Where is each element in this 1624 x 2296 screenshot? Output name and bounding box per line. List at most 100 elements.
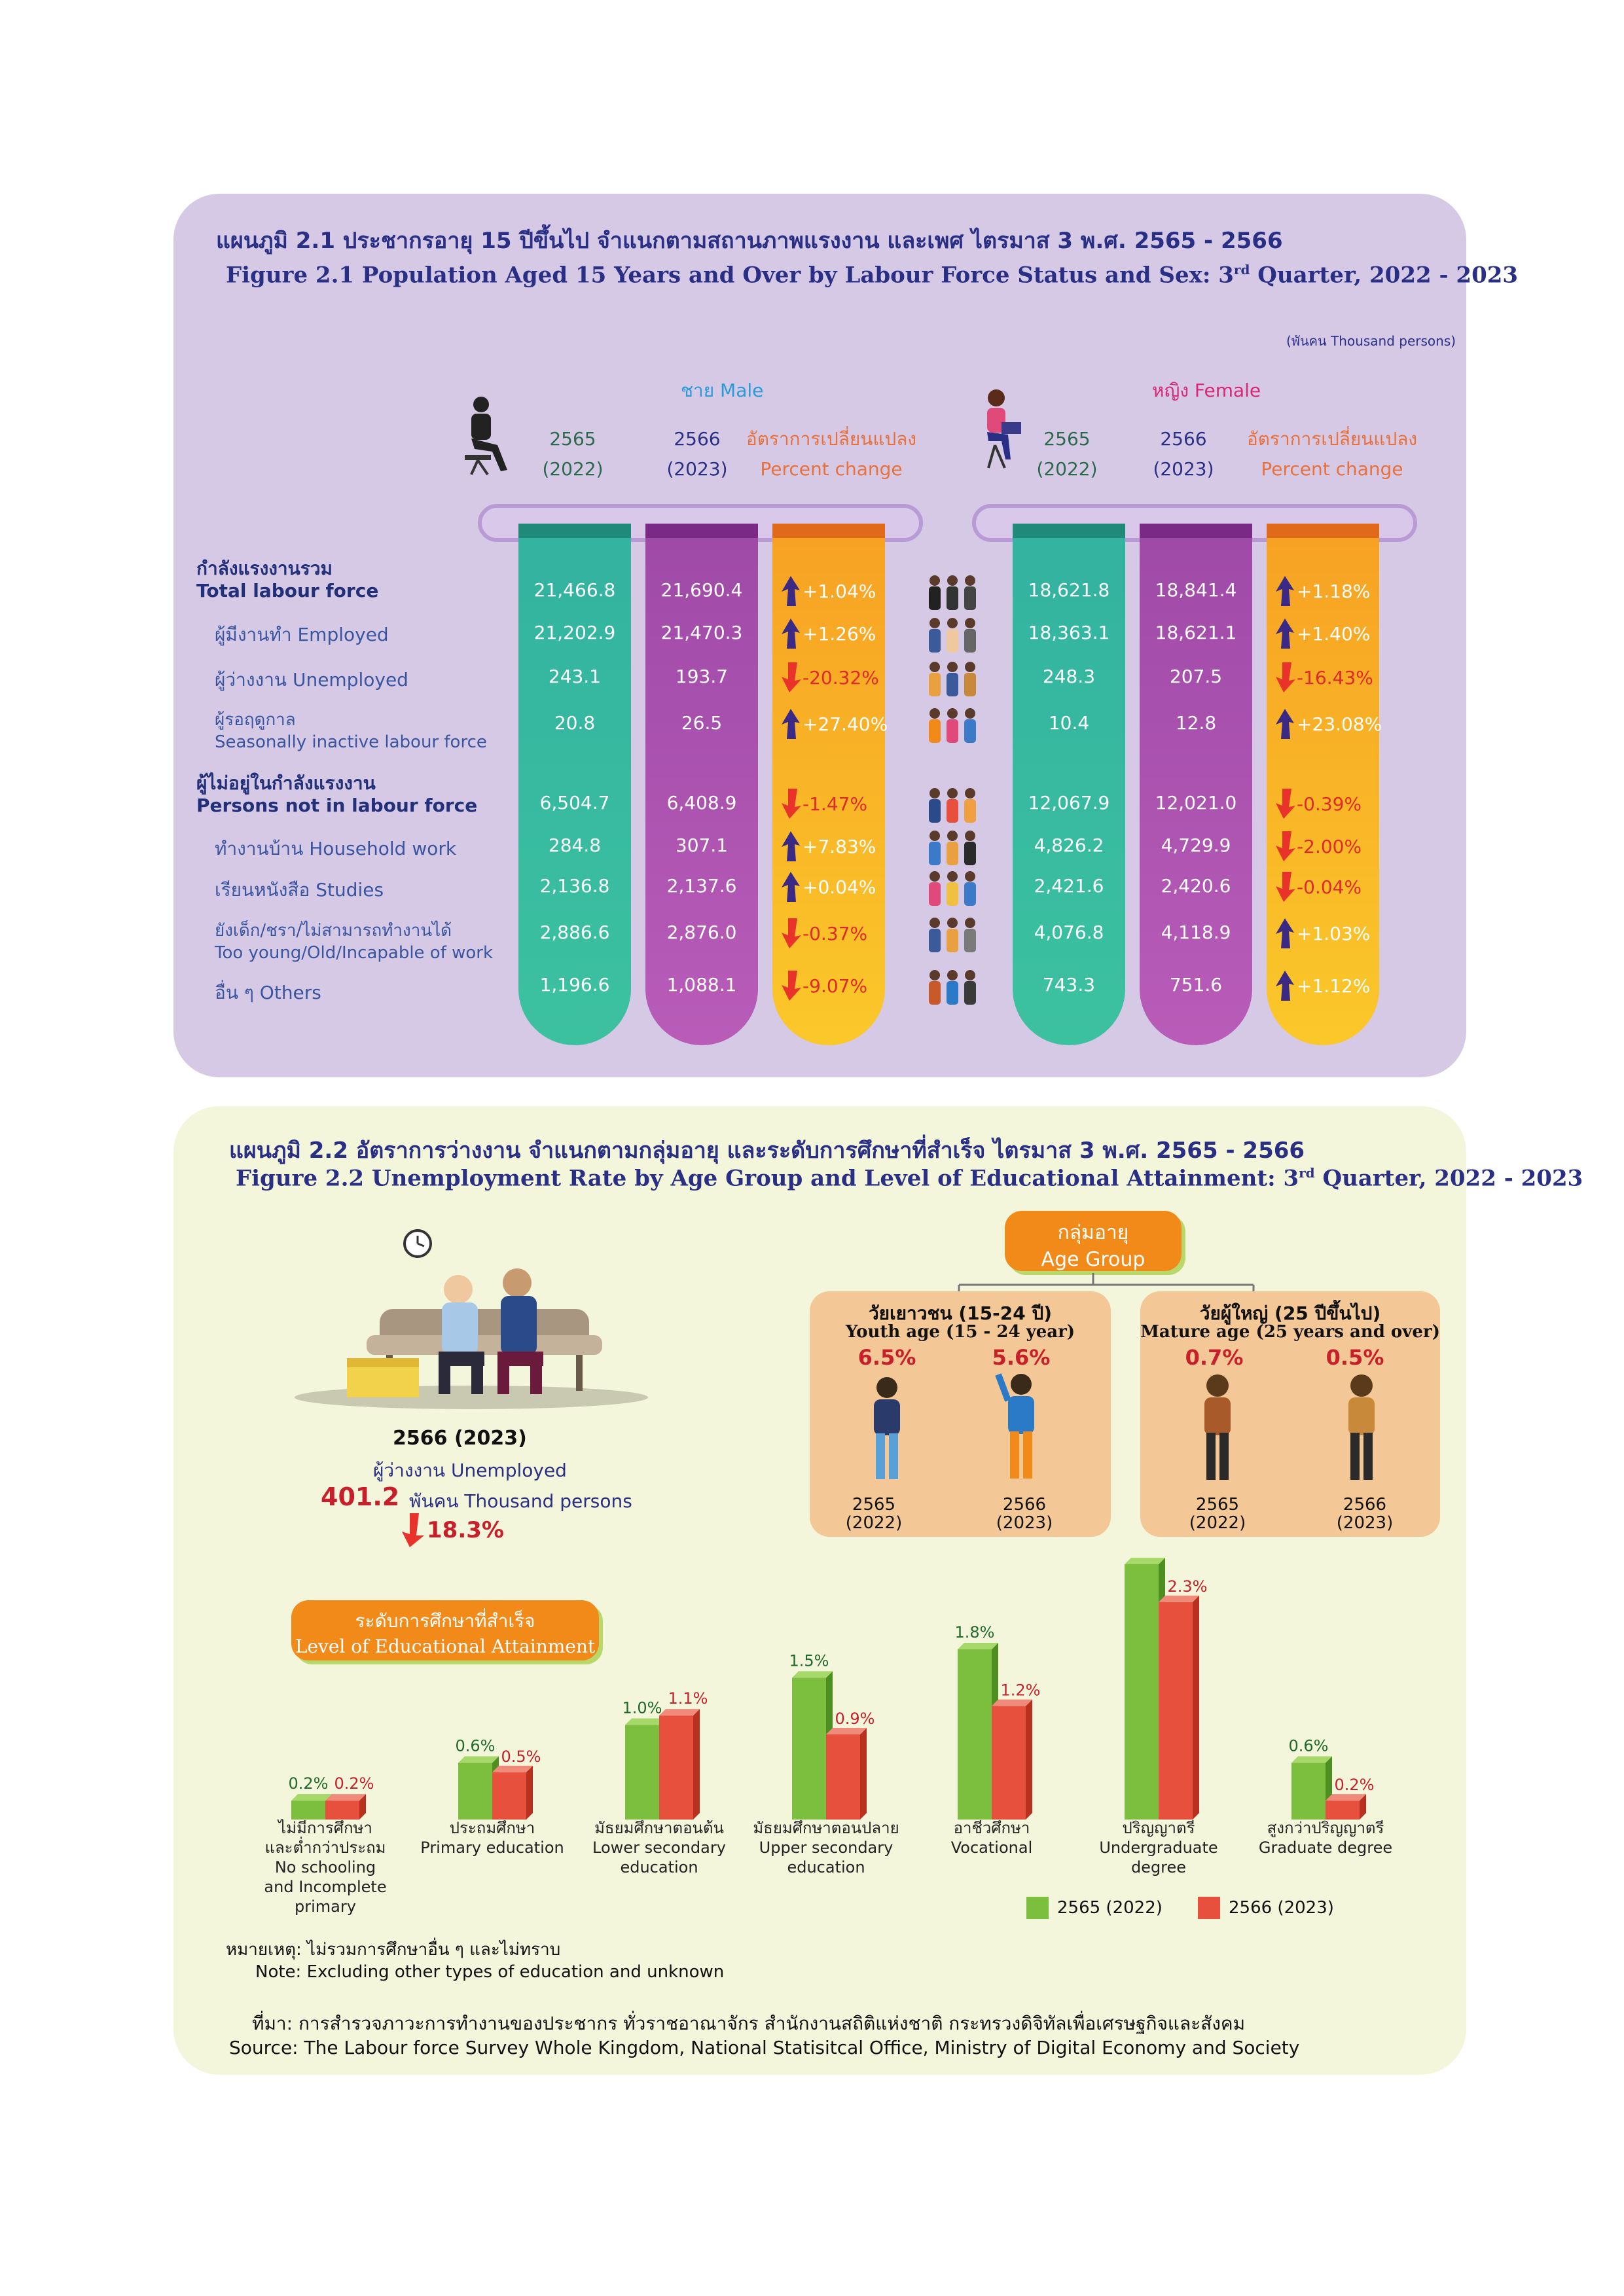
education-header: ระดับการศึกษาที่สำเร็จ Level of Educatio… [291, 1600, 599, 1660]
male-2565-column-top [518, 524, 631, 538]
male-2566-column [645, 538, 758, 1045]
education-category-label: ประถมศึกษา Primary education [420, 1819, 564, 1857]
female-label: หญิง Female [1152, 380, 1261, 401]
male-pc-value: -1.47% [803, 793, 868, 815]
female-2565-value: 2,421.6 [1034, 875, 1104, 897]
bar-2566 [1159, 1595, 1199, 1820]
male-pc-value: -0.37% [803, 923, 868, 944]
female-pc-value: +1.40% [1297, 623, 1371, 645]
unit-note: (พันคน Thousand persons) [1286, 333, 1456, 349]
up-arrow-icon [782, 872, 800, 902]
male-year2-label: 2566 (2023) [666, 428, 728, 480]
row-label-seasonal: ผู้รอฤดูกาล Seasonally inactive labour fo… [215, 710, 487, 752]
legend-swatch-2565 [1026, 1897, 1049, 1919]
bar-value-label: 0.2% [334, 1774, 374, 1793]
female-pc-value: -16.43% [1297, 667, 1373, 689]
female-2565-value: 4,826.2 [1034, 834, 1104, 856]
male-pc-value: +1.04% [803, 581, 876, 602]
female-year2-label: 2566 (2023) [1153, 428, 1214, 480]
bar-2566 [1326, 1794, 1366, 1820]
male-2566-value: 6,408.9 [666, 792, 737, 814]
down-arrow-icon [1276, 872, 1295, 902]
people-icon [929, 788, 976, 823]
female-2566-value: 2,420.6 [1161, 875, 1231, 897]
people-icon [929, 918, 976, 952]
female-pc-value: +1.18% [1297, 581, 1371, 602]
fig2-title-th: แผนภูมิ 2.2 อัตราการว่างงาน จำแนกตามกลุ่… [229, 1138, 1305, 1164]
down-arrow-icon [1276, 789, 1295, 819]
female-year1-label: 2565 (2022) [1036, 428, 1098, 480]
youth-2565-rate: 6.5% [857, 1345, 916, 1370]
male-2566-value: 193.7 [675, 666, 729, 687]
male-2566-column-top [645, 524, 758, 538]
unemployed-people-illustration [295, 1229, 648, 1409]
bar-value-label: 1.1% [668, 1689, 708, 1708]
youth-title-en: Youth age (15 - 24 year) [845, 1322, 1075, 1342]
bar-2566 [826, 1728, 867, 1820]
mature-person-2-icon [1348, 1374, 1375, 1480]
bar-value-label: 0.6% [1289, 1736, 1329, 1755]
male-pc-label: อัตราการเปลี่ยนแปลง Percent change [746, 428, 917, 480]
up-arrow-icon [782, 576, 800, 606]
bar-value-label: 0.5% [501, 1748, 541, 1766]
education-category-label: อาชีวศึกษา Vocational [950, 1819, 1033, 1857]
female-2565-value: 18,621.8 [1028, 579, 1110, 601]
male-2565-value: 20.8 [554, 712, 596, 734]
female-2565-value: 248.3 [1042, 666, 1096, 687]
male-2566-value: 21,470.3 [660, 622, 743, 643]
down-arrow-icon [782, 662, 801, 692]
unemployed-label: ผู้ว่างงาน Unemployed [373, 1460, 567, 1481]
bar-value-label: 0.2% [289, 1774, 329, 1793]
female-pc-value: -0.04% [1297, 876, 1362, 898]
female-pc-value: +1.03% [1297, 923, 1371, 944]
mature-age-box [1140, 1291, 1440, 1537]
unemployed-unit: พันคน Thousand persons [409, 1490, 632, 1512]
female-pc-value: -2.00% [1297, 836, 1362, 857]
education-category-label: ไม่มีการศึกษา และต่ำกว่าประถม No schooling… [264, 1819, 387, 1916]
people-icon [929, 618, 976, 653]
age-group-header: กลุ่มอายุ Age Group [1005, 1211, 1182, 1271]
row-label-employed: ผู้มีงานทำ Employed [215, 624, 389, 645]
education-category-label: มัธยมศึกษาตอนปลาย Upper secondary educatio… [753, 1819, 899, 1876]
female-2566-value: 18,621.1 [1155, 622, 1237, 643]
education-category-label: สูงกว่าปริญญาตรี Graduate degree [1258, 1819, 1393, 1857]
up-arrow-icon [1276, 709, 1294, 739]
mature-year2: 2566 (2023) [1336, 1495, 1394, 1533]
male-pc-value: +0.04% [803, 876, 876, 898]
mature-title-en: Mature age (25 years and over) [1140, 1322, 1440, 1342]
up-arrow-icon [782, 709, 800, 739]
female-2566-column-top [1140, 524, 1252, 538]
female-2566-value: 207.5 [1169, 666, 1223, 687]
male-pc-value: +1.26% [803, 623, 876, 645]
people-icon [929, 970, 976, 1005]
legend-label-2565: 2565 (2022) [1057, 1898, 1163, 1918]
male-pc-column-top [772, 524, 885, 538]
female-2565-value: 12,067.9 [1028, 792, 1110, 814]
bar-value-label: 1.0% [623, 1699, 662, 1717]
people-icon [929, 831, 976, 865]
bar-2566 [992, 1699, 1032, 1820]
education-bar-chart: 0.2% 0.2% 0.6% 0.5% 1.0% 1.1% 1.5% 0.9% 1.8% 1.2%… [289, 1558, 1374, 1820]
bar-2565 [1291, 1756, 1332, 1820]
mature-2565-rate: 0.7% [1185, 1345, 1244, 1370]
row-label-household-work: ทำงานบ้าน Household work [215, 838, 457, 859]
female-2565-column [1013, 538, 1125, 1045]
mature-person-icon [1204, 1374, 1231, 1480]
legend-label-2566: 2566 (2023) [1229, 1898, 1334, 1918]
row-label-unemployed: ผู้ว่างงาน Unemployed [215, 669, 408, 691]
education-category-label: ปริญญาตรี Undergraduate degree [1099, 1819, 1218, 1876]
male-pc-value: -20.32% [803, 667, 879, 689]
male-2565-value: 284.8 [548, 834, 602, 856]
unemployed-change: 18.3% [427, 1517, 504, 1543]
male-pc-value: +7.83% [803, 836, 876, 857]
down-arrow-icon [782, 918, 801, 948]
people-icon [929, 708, 976, 743]
female-pc-column-top [1267, 524, 1379, 538]
female-2566-value: 12,021.0 [1155, 792, 1237, 814]
youth-person-icon [874, 1377, 900, 1479]
bar-value-label: 1.5% [789, 1651, 829, 1670]
mature-title-th: วัยผู้ใหญ่ (25 ปีขึ้นไป) [1199, 1302, 1381, 1324]
male-2565-value: 21,202.9 [533, 622, 616, 643]
people-icon [929, 871, 976, 906]
up-arrow-icon [1276, 619, 1294, 649]
